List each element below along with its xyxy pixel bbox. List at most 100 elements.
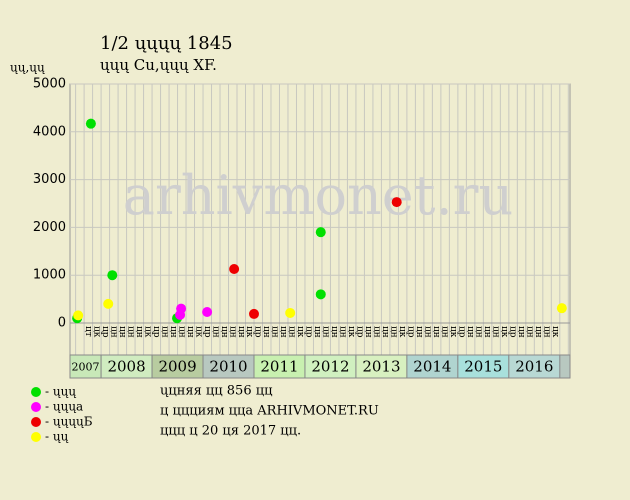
month-label: цн bbox=[270, 326, 280, 338]
month-label: цн bbox=[533, 326, 543, 338]
month-label: цк bbox=[448, 326, 458, 338]
month-label: цн bbox=[312, 326, 322, 338]
legend-marker bbox=[31, 417, 41, 427]
month-label: цр bbox=[202, 326, 212, 338]
month-label: цн bbox=[227, 326, 237, 338]
month-label: цк bbox=[142, 326, 152, 338]
month-label: цн bbox=[474, 326, 484, 338]
note: ццц ц 20 ця 2017 цц. bbox=[160, 424, 301, 439]
year-label: 2010 bbox=[209, 358, 247, 376]
chart-subtitle: ųųų Cu,ųųų XF. bbox=[100, 56, 217, 74]
month-label: цн bbox=[542, 326, 552, 338]
month-label: цн bbox=[168, 326, 178, 338]
month-label: цк bbox=[244, 326, 254, 338]
year-label: 2014 bbox=[413, 358, 451, 376]
point bbox=[85, 118, 96, 129]
month-label: цн bbox=[389, 326, 399, 338]
month-label: цр bbox=[304, 326, 314, 338]
legend: - ųųų- ųųųа- ųųųųБ- ųų bbox=[31, 385, 93, 444]
point bbox=[315, 289, 326, 300]
month-label: цр bbox=[151, 326, 161, 338]
month-label: цк bbox=[346, 326, 356, 338]
legend-label: - ųų bbox=[45, 430, 69, 444]
month-label: цк bbox=[193, 326, 203, 338]
year-cell bbox=[508, 354, 561, 379]
point bbox=[556, 303, 567, 314]
year-label: 2007 bbox=[72, 361, 100, 374]
month-label: цн bbox=[117, 326, 127, 338]
year-label: 2009 bbox=[158, 358, 196, 376]
y-tick-label: 4000 bbox=[33, 124, 66, 139]
month-label: цн bbox=[525, 326, 535, 338]
legend-marker bbox=[31, 432, 41, 442]
point bbox=[229, 263, 240, 274]
point bbox=[103, 298, 114, 309]
year-label: 2013 bbox=[362, 358, 400, 376]
month-label: цн bbox=[108, 326, 118, 338]
month-label: цк bbox=[550, 326, 560, 338]
legend-label: - ųųų bbox=[45, 385, 76, 399]
month-label: цн bbox=[482, 326, 492, 338]
month-label: цн bbox=[372, 326, 382, 338]
watermark: arhivmonet.ru bbox=[123, 164, 513, 227]
month-label: цк bbox=[397, 326, 407, 338]
month-label: цн bbox=[236, 326, 246, 338]
month-label: цн bbox=[219, 326, 229, 338]
point bbox=[73, 310, 84, 321]
point bbox=[202, 307, 213, 318]
month-label: цк bbox=[91, 326, 101, 338]
month-label: цн bbox=[329, 326, 339, 338]
point bbox=[391, 197, 402, 208]
month-label: цн bbox=[414, 326, 424, 338]
month-label: цн bbox=[491, 326, 501, 338]
chart-title: 1/2 ųųųų 1845 bbox=[100, 33, 233, 54]
month-label: цр bbox=[406, 326, 416, 338]
month-label: цн bbox=[125, 326, 135, 338]
month-label: цт bbox=[83, 326, 93, 337]
month-label: цн bbox=[465, 326, 475, 338]
month-label: цн bbox=[431, 326, 441, 338]
point bbox=[176, 303, 187, 314]
point bbox=[315, 227, 326, 238]
y-tick-label: 0 bbox=[58, 316, 66, 331]
month-label: цн bbox=[516, 326, 526, 338]
legend-marker bbox=[31, 387, 41, 397]
month-label: цр bbox=[508, 326, 518, 338]
legend-label: - ųųųа bbox=[45, 400, 83, 414]
month-label: цн bbox=[261, 326, 271, 338]
note: ц ццциям ццa ARHIVMONET.RU bbox=[160, 404, 379, 419]
month-label: цр bbox=[253, 326, 263, 338]
y-tick-label: 3000 bbox=[33, 172, 66, 187]
month-label: цн bbox=[159, 326, 169, 338]
month-label: цр bbox=[100, 326, 110, 338]
month-label: цн bbox=[134, 326, 144, 338]
point bbox=[248, 308, 259, 319]
month-label: цк bbox=[295, 326, 305, 338]
month-label: цн bbox=[278, 326, 288, 338]
point bbox=[285, 307, 296, 318]
month-label: цн bbox=[440, 326, 450, 338]
y-axis-label: ųų,ųų bbox=[10, 61, 45, 75]
month-label: цн bbox=[176, 326, 186, 338]
month-label: цн bbox=[287, 326, 297, 338]
month-label: цн bbox=[363, 326, 373, 338]
year-label: 2016 bbox=[515, 358, 553, 376]
year-label: 2011 bbox=[260, 358, 298, 376]
month-label: цн bbox=[380, 326, 390, 338]
y-tick-label: 1000 bbox=[33, 268, 66, 283]
y-tick-label: 2000 bbox=[33, 220, 66, 235]
month-label: цн bbox=[321, 326, 331, 338]
legend-marker bbox=[31, 402, 41, 412]
month-label: цн bbox=[210, 326, 220, 338]
point bbox=[107, 270, 118, 281]
month-label: цр bbox=[355, 326, 365, 338]
legend-label: - ųųųųБ bbox=[45, 415, 93, 429]
month-label: цн bbox=[423, 326, 433, 338]
month-label: цр bbox=[457, 326, 467, 338]
plot-area bbox=[69, 83, 571, 324]
month-label: цн bbox=[185, 326, 195, 338]
year-label: 2008 bbox=[107, 358, 145, 376]
year-label: 2012 bbox=[311, 358, 349, 376]
note: ųцняя цц 856 цц bbox=[160, 384, 272, 399]
